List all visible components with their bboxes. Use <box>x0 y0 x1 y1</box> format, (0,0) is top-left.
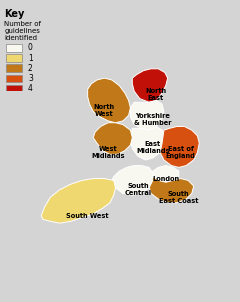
Text: West
Midlands: West Midlands <box>91 146 125 159</box>
FancyBboxPatch shape <box>6 75 23 82</box>
Text: North
West: North West <box>94 104 115 117</box>
FancyBboxPatch shape <box>6 64 23 72</box>
Text: 2: 2 <box>28 64 33 73</box>
Text: 3: 3 <box>28 74 33 83</box>
Text: East
Midlands: East Midlands <box>136 141 169 154</box>
Text: South West: South West <box>66 213 109 219</box>
FancyBboxPatch shape <box>6 54 23 62</box>
Polygon shape <box>93 123 132 154</box>
FancyBboxPatch shape <box>6 44 23 52</box>
Polygon shape <box>112 165 153 195</box>
Polygon shape <box>160 127 199 167</box>
Text: Key: Key <box>4 9 24 19</box>
Polygon shape <box>149 177 194 203</box>
Text: London: London <box>152 175 179 182</box>
Polygon shape <box>131 127 166 160</box>
Polygon shape <box>153 165 179 182</box>
Text: 1: 1 <box>28 53 33 63</box>
Text: 4: 4 <box>28 84 33 93</box>
Polygon shape <box>88 78 131 123</box>
Polygon shape <box>41 178 116 223</box>
Text: 0: 0 <box>28 43 33 53</box>
Text: South
Central: South Central <box>124 183 151 196</box>
Text: Number of
guidelines
identified: Number of guidelines identified <box>4 21 41 41</box>
Polygon shape <box>131 101 164 130</box>
Text: North
East: North East <box>145 88 166 101</box>
Polygon shape <box>132 69 168 102</box>
Text: East of
England: East of England <box>166 146 196 159</box>
Text: South
East Coast: South East Coast <box>159 191 198 204</box>
Text: Yorkshire
& Humber: Yorkshire & Humber <box>134 114 172 127</box>
FancyBboxPatch shape <box>6 85 23 92</box>
